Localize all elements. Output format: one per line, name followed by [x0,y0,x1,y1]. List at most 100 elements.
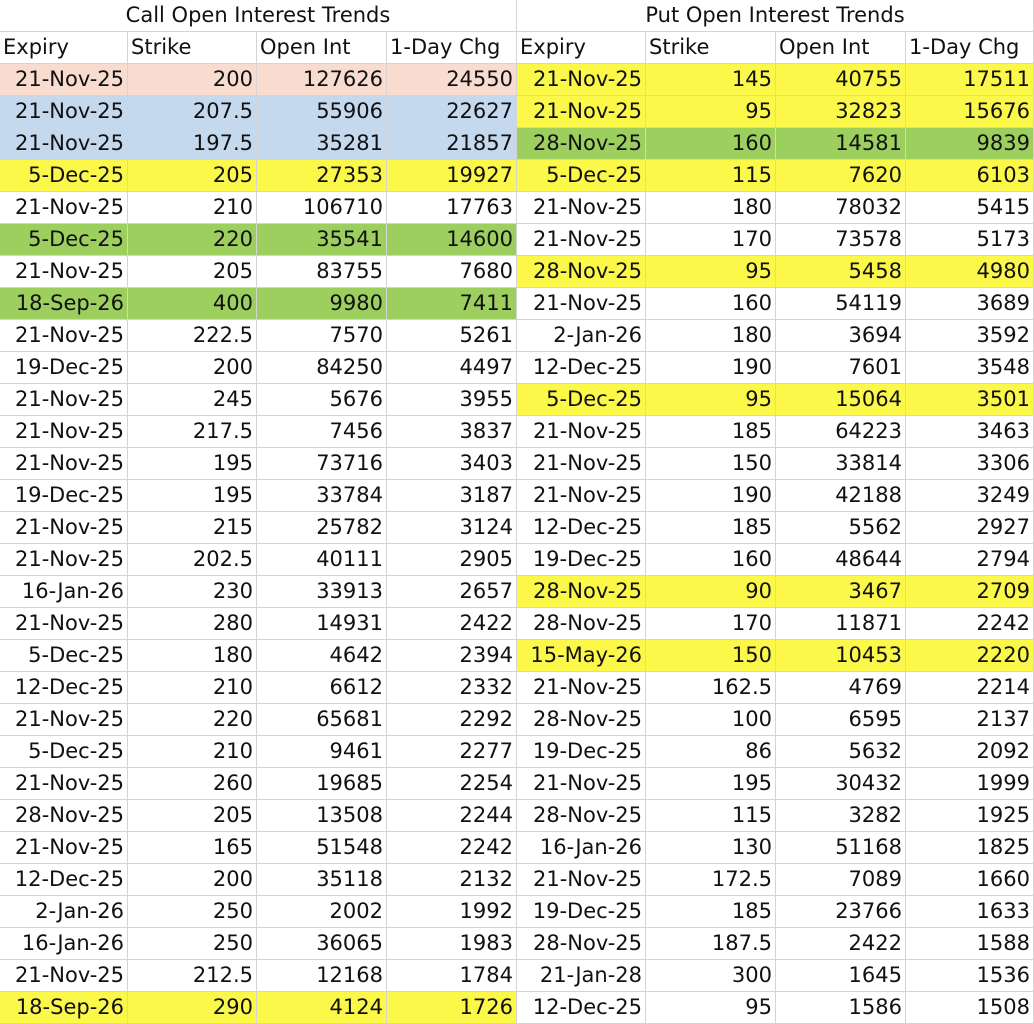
value-cell: 7601 [776,352,906,384]
expiry-cell: 19-Dec-25 [0,480,128,512]
value-cell: 2220 [906,640,1034,672]
value-cell: 12168 [257,960,387,992]
value-cell: 5562 [776,512,906,544]
value-cell: 5458 [776,256,906,288]
expiry-cell: 5-Dec-25 [0,224,128,256]
value-cell: 172.5 [646,864,776,896]
value-cell: 19927 [387,160,517,192]
expiry-cell: 21-Nov-25 [0,704,128,736]
value-cell: 7089 [776,864,906,896]
value-cell: 202.5 [128,544,257,576]
value-cell: 2394 [387,640,517,672]
value-cell: 210 [128,192,257,224]
value-cell: 1983 [387,928,517,960]
expiry-cell: 2-Jan-26 [517,320,646,352]
column-header: Open Int [776,32,906,64]
value-cell: 7456 [257,416,387,448]
value-cell: 35281 [257,128,387,160]
value-cell: 2927 [906,512,1034,544]
column-header: Open Int [257,32,387,64]
expiry-cell: 21-Nov-25 [517,288,646,320]
value-cell: 25782 [257,512,387,544]
value-cell: 4497 [387,352,517,384]
value-cell: 30432 [776,768,906,800]
expiry-cell: 21-Nov-25 [0,832,128,864]
value-cell: 14931 [257,608,387,640]
value-cell: 5676 [257,384,387,416]
value-cell: 115 [646,800,776,832]
value-cell: 220 [128,704,257,736]
value-cell: 300 [646,960,776,992]
expiry-cell: 21-Jan-28 [517,960,646,992]
value-cell: 2244 [387,800,517,832]
value-cell: 14600 [387,224,517,256]
expiry-cell: 5-Dec-25 [517,160,646,192]
expiry-cell: 12-Dec-25 [0,672,128,704]
value-cell: 2422 [387,608,517,640]
value-cell: 290 [128,992,257,1024]
expiry-cell: 21-Nov-25 [0,416,128,448]
expiry-cell: 21-Nov-25 [0,448,128,480]
value-cell: 1645 [776,960,906,992]
expiry-cell: 5-Dec-25 [0,640,128,672]
value-cell: 210 [128,672,257,704]
value-cell: 150 [646,640,776,672]
value-cell: 3955 [387,384,517,416]
value-cell: 5261 [387,320,517,352]
value-cell: 217.5 [128,416,257,448]
value-cell: 3694 [776,320,906,352]
value-cell: 17511 [906,64,1034,96]
column-header: Expiry [0,32,128,64]
expiry-cell: 16-Jan-26 [0,928,128,960]
value-cell: 48644 [776,544,906,576]
value-cell: 40111 [257,544,387,576]
expiry-cell: 21-Nov-25 [517,416,646,448]
expiry-cell: 19-Dec-25 [517,544,646,576]
expiry-cell: 21-Nov-25 [0,544,128,576]
value-cell: 197.5 [128,128,257,160]
value-cell: 1536 [906,960,1034,992]
value-cell: 1588 [906,928,1034,960]
value-cell: 1660 [906,864,1034,896]
expiry-cell: 2-Jan-26 [0,896,128,928]
value-cell: 205 [128,256,257,288]
value-cell: 2709 [906,576,1034,608]
value-cell: 190 [646,352,776,384]
value-cell: 3548 [906,352,1034,384]
value-cell: 5415 [906,192,1034,224]
expiry-cell: 12-Dec-25 [517,992,646,1024]
value-cell: 5632 [776,736,906,768]
value-cell: 145 [646,64,776,96]
expiry-cell: 21-Nov-25 [0,256,128,288]
value-cell: 11871 [776,608,906,640]
expiry-cell: 5-Dec-25 [0,736,128,768]
value-cell: 2242 [906,608,1034,640]
expiry-cell: 12-Dec-25 [0,864,128,896]
value-cell: 3467 [776,576,906,608]
value-cell: 2002 [257,896,387,928]
value-cell: 36065 [257,928,387,960]
expiry-cell: 21-Nov-25 [517,64,646,96]
value-cell: 210 [128,736,257,768]
value-cell: 2292 [387,704,517,736]
value-cell: 165 [128,832,257,864]
value-cell: 15676 [906,96,1034,128]
expiry-cell: 19-Dec-25 [517,736,646,768]
value-cell: 51168 [776,832,906,864]
value-cell: 185 [646,512,776,544]
value-cell: 24550 [387,64,517,96]
expiry-cell: 21-Nov-25 [0,128,128,160]
expiry-cell: 21-Nov-25 [517,672,646,704]
value-cell: 160 [646,288,776,320]
value-cell: 4769 [776,672,906,704]
expiry-cell: 21-Nov-25 [0,96,128,128]
value-cell: 7411 [387,288,517,320]
value-cell: 100 [646,704,776,736]
value-cell: 21857 [387,128,517,160]
column-header: 1-Day Chg [906,32,1034,64]
value-cell: 185 [646,416,776,448]
value-cell: 195 [646,768,776,800]
value-cell: 6612 [257,672,387,704]
value-cell: 1999 [906,768,1034,800]
expiry-cell: 21-Nov-25 [517,768,646,800]
